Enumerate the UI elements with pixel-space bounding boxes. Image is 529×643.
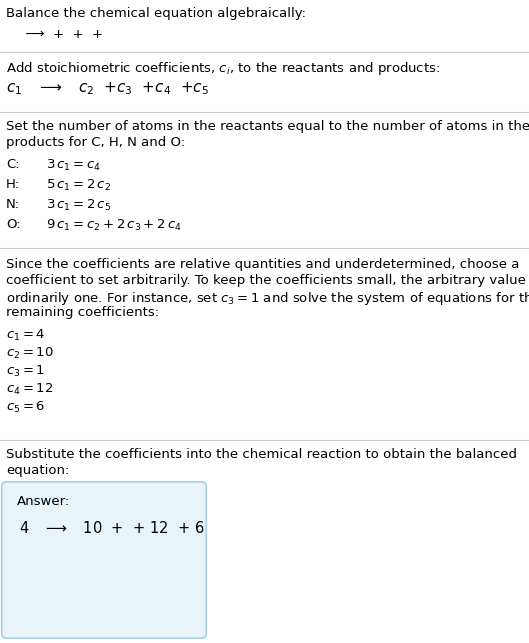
Text: Since the coefficients are relative quantities and underdetermined, choose a: Since the coefficients are relative quan… bbox=[6, 258, 519, 271]
Text: Balance the chemical equation algebraically:: Balance the chemical equation algebraica… bbox=[6, 7, 306, 20]
Text: $3\,c_1 = c_4$: $3\,c_1 = c_4$ bbox=[45, 158, 101, 173]
Text: $c_5 = 6$: $c_5 = 6$ bbox=[6, 400, 45, 415]
Text: ordinarily one. For instance, set $c_3 = 1$ and solve the system of equations fo: ordinarily one. For instance, set $c_3 =… bbox=[6, 290, 529, 307]
Text: coefficient to set arbitrarily. To keep the coefficients small, the arbitrary va: coefficient to set arbitrarily. To keep … bbox=[6, 274, 529, 287]
Text: $c_3 = 1$: $c_3 = 1$ bbox=[6, 364, 45, 379]
Text: Substitute the coefficients into the chemical reaction to obtain the balanced: Substitute the coefficients into the che… bbox=[6, 448, 517, 461]
Text: O:: O: bbox=[6, 218, 21, 231]
Text: $c_1$   $\longrightarrow$   $c_2$  $+c_3$  $+c_4$  $+c_5$: $c_1$ $\longrightarrow$ $c_2$ $+c_3$ $+c… bbox=[6, 80, 209, 96]
Text: ⟶  +  +  +: ⟶ + + + bbox=[16, 28, 103, 41]
Text: Set the number of atoms in the reactants equal to the number of atoms in the: Set the number of atoms in the reactants… bbox=[6, 120, 529, 133]
Text: remaining coefficients:: remaining coefficients: bbox=[6, 306, 159, 319]
Text: $5\,c_1 = 2\,c_2$: $5\,c_1 = 2\,c_2$ bbox=[45, 178, 111, 193]
Text: $c_1 = 4$: $c_1 = 4$ bbox=[6, 328, 45, 343]
Text: Add stoichiometric coefficients, $c_i$, to the reactants and products:: Add stoichiometric coefficients, $c_i$, … bbox=[6, 60, 440, 77]
Text: C:: C: bbox=[6, 158, 20, 171]
Text: $4$   $\longrightarrow$   $10$  +  + $12$  + $6$: $4$ $\longrightarrow$ $10$ + + $12$ + $6… bbox=[19, 520, 205, 536]
Text: equation:: equation: bbox=[6, 464, 69, 477]
Text: H:: H: bbox=[6, 178, 20, 191]
Text: $c_4 = 12$: $c_4 = 12$ bbox=[6, 382, 53, 397]
Text: $3\,c_1 = 2\,c_5$: $3\,c_1 = 2\,c_5$ bbox=[45, 198, 111, 213]
Text: $c_2 = 10$: $c_2 = 10$ bbox=[6, 346, 54, 361]
FancyBboxPatch shape bbox=[2, 482, 206, 638]
Text: Answer:: Answer: bbox=[16, 495, 70, 508]
Text: $9\,c_1 = c_2 + 2\,c_3 + 2\,c_4$: $9\,c_1 = c_2 + 2\,c_3 + 2\,c_4$ bbox=[45, 218, 181, 233]
Text: products for C, H, N and O:: products for C, H, N and O: bbox=[6, 136, 185, 149]
Text: N:: N: bbox=[6, 198, 20, 211]
